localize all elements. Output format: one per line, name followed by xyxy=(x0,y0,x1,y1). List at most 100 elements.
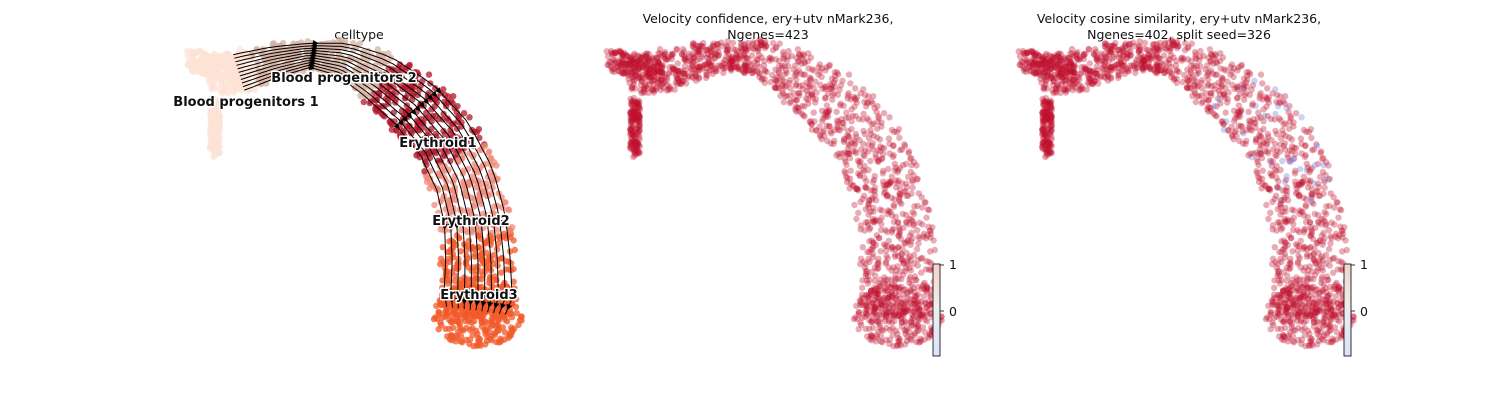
scatter-point xyxy=(907,238,915,245)
scatter-point xyxy=(859,291,866,298)
scatter-point xyxy=(863,178,870,185)
scatter-point xyxy=(1335,258,1342,265)
scatter-point xyxy=(1272,192,1280,199)
scatter-point xyxy=(890,203,898,210)
scatter-point xyxy=(507,227,514,235)
scatter-point xyxy=(861,98,868,106)
scatter-point xyxy=(925,206,933,214)
scatter-point xyxy=(675,75,682,83)
scatter-point xyxy=(792,103,799,111)
scatter-point xyxy=(867,224,874,232)
velocity-arrow xyxy=(422,97,429,105)
scatter-point xyxy=(865,201,872,208)
scatter-point xyxy=(643,82,650,90)
scatter-point xyxy=(845,150,853,157)
scatter-point xyxy=(905,149,912,157)
scatter-point xyxy=(794,46,802,53)
scatter-point xyxy=(891,253,899,260)
scatter-point xyxy=(801,103,808,110)
scatter-point xyxy=(392,78,399,85)
scatter-point xyxy=(655,58,662,66)
scatter-point xyxy=(890,142,897,150)
scatter-point xyxy=(630,78,638,85)
scatter-point xyxy=(454,317,462,325)
scatter-point xyxy=(896,340,903,347)
scatter-point xyxy=(749,41,756,48)
scatter-point xyxy=(772,77,780,84)
scatter-point xyxy=(818,73,825,81)
scatter-point xyxy=(778,64,785,72)
scatter-point xyxy=(854,187,862,194)
scatter-point xyxy=(1115,72,1123,79)
scatter-point xyxy=(871,192,879,199)
scatter-point xyxy=(1294,258,1302,266)
scatter-point xyxy=(225,55,232,62)
scatter-point xyxy=(800,71,807,79)
velocity-arrow xyxy=(410,108,417,116)
scatter-point xyxy=(1302,203,1310,210)
scatter-point xyxy=(922,199,929,206)
scatter-point xyxy=(1321,209,1328,216)
scatter-point xyxy=(426,150,433,158)
scatter-point xyxy=(511,246,518,254)
scatter-point xyxy=(908,161,915,169)
scatter-point xyxy=(898,255,906,263)
scatter-point xyxy=(702,46,710,54)
velocity-arrow xyxy=(393,122,400,130)
scatter-point xyxy=(865,255,872,263)
scatter-point xyxy=(1259,80,1266,87)
scatter-point xyxy=(484,261,491,268)
scatter-point xyxy=(1222,109,1229,116)
scatter-point xyxy=(872,216,879,223)
scatter-point xyxy=(1280,121,1288,128)
scatter-point xyxy=(627,63,634,70)
scatter-point xyxy=(1310,256,1317,264)
scatter-point xyxy=(897,146,904,154)
scatter-point xyxy=(896,190,903,198)
scatter-point xyxy=(698,53,705,61)
scatter-point xyxy=(828,75,836,82)
scatter-point xyxy=(1255,109,1262,116)
scatter-point xyxy=(910,220,918,228)
scatter-point xyxy=(767,78,774,86)
scatter-point xyxy=(643,65,650,73)
scatter-point xyxy=(871,286,878,294)
scatter-point xyxy=(666,83,673,90)
scatter-point xyxy=(1263,103,1270,110)
scatter-point xyxy=(686,53,693,60)
velocity-streamline xyxy=(238,55,479,311)
scatter-point xyxy=(786,79,793,87)
scatter-point xyxy=(661,50,668,58)
scatter-point xyxy=(866,258,873,265)
scatter-point xyxy=(809,66,816,73)
scatter-point xyxy=(921,279,928,287)
scatter-point xyxy=(733,51,740,58)
scatter-point xyxy=(1290,119,1297,126)
scatter-point xyxy=(304,38,311,45)
scatter-point xyxy=(465,135,473,142)
scatter-point xyxy=(860,258,867,266)
scatter-point xyxy=(1251,77,1258,85)
scatter-point xyxy=(892,275,899,282)
scatter-point xyxy=(1267,170,1274,177)
scatter-point xyxy=(406,123,413,130)
scatter-point xyxy=(1273,264,1281,271)
scatter-point xyxy=(219,63,226,70)
velocity-arrow xyxy=(487,301,494,309)
scatter-point xyxy=(807,76,814,84)
scatter-point xyxy=(837,100,844,107)
scatter-point xyxy=(200,68,208,76)
scatter-point xyxy=(728,65,735,73)
scatter-point xyxy=(890,201,897,209)
scatter-point xyxy=(1235,102,1243,109)
scatter-point xyxy=(874,147,882,154)
scatter-point xyxy=(696,63,703,70)
scatter-point xyxy=(498,337,505,344)
scatter-point xyxy=(853,149,860,157)
scatter-point xyxy=(828,82,836,89)
scatter-point xyxy=(502,199,509,206)
scatter-point xyxy=(884,207,892,214)
scatter-point xyxy=(914,175,921,183)
scatter-point xyxy=(1133,56,1140,64)
scatter-point xyxy=(905,306,913,314)
